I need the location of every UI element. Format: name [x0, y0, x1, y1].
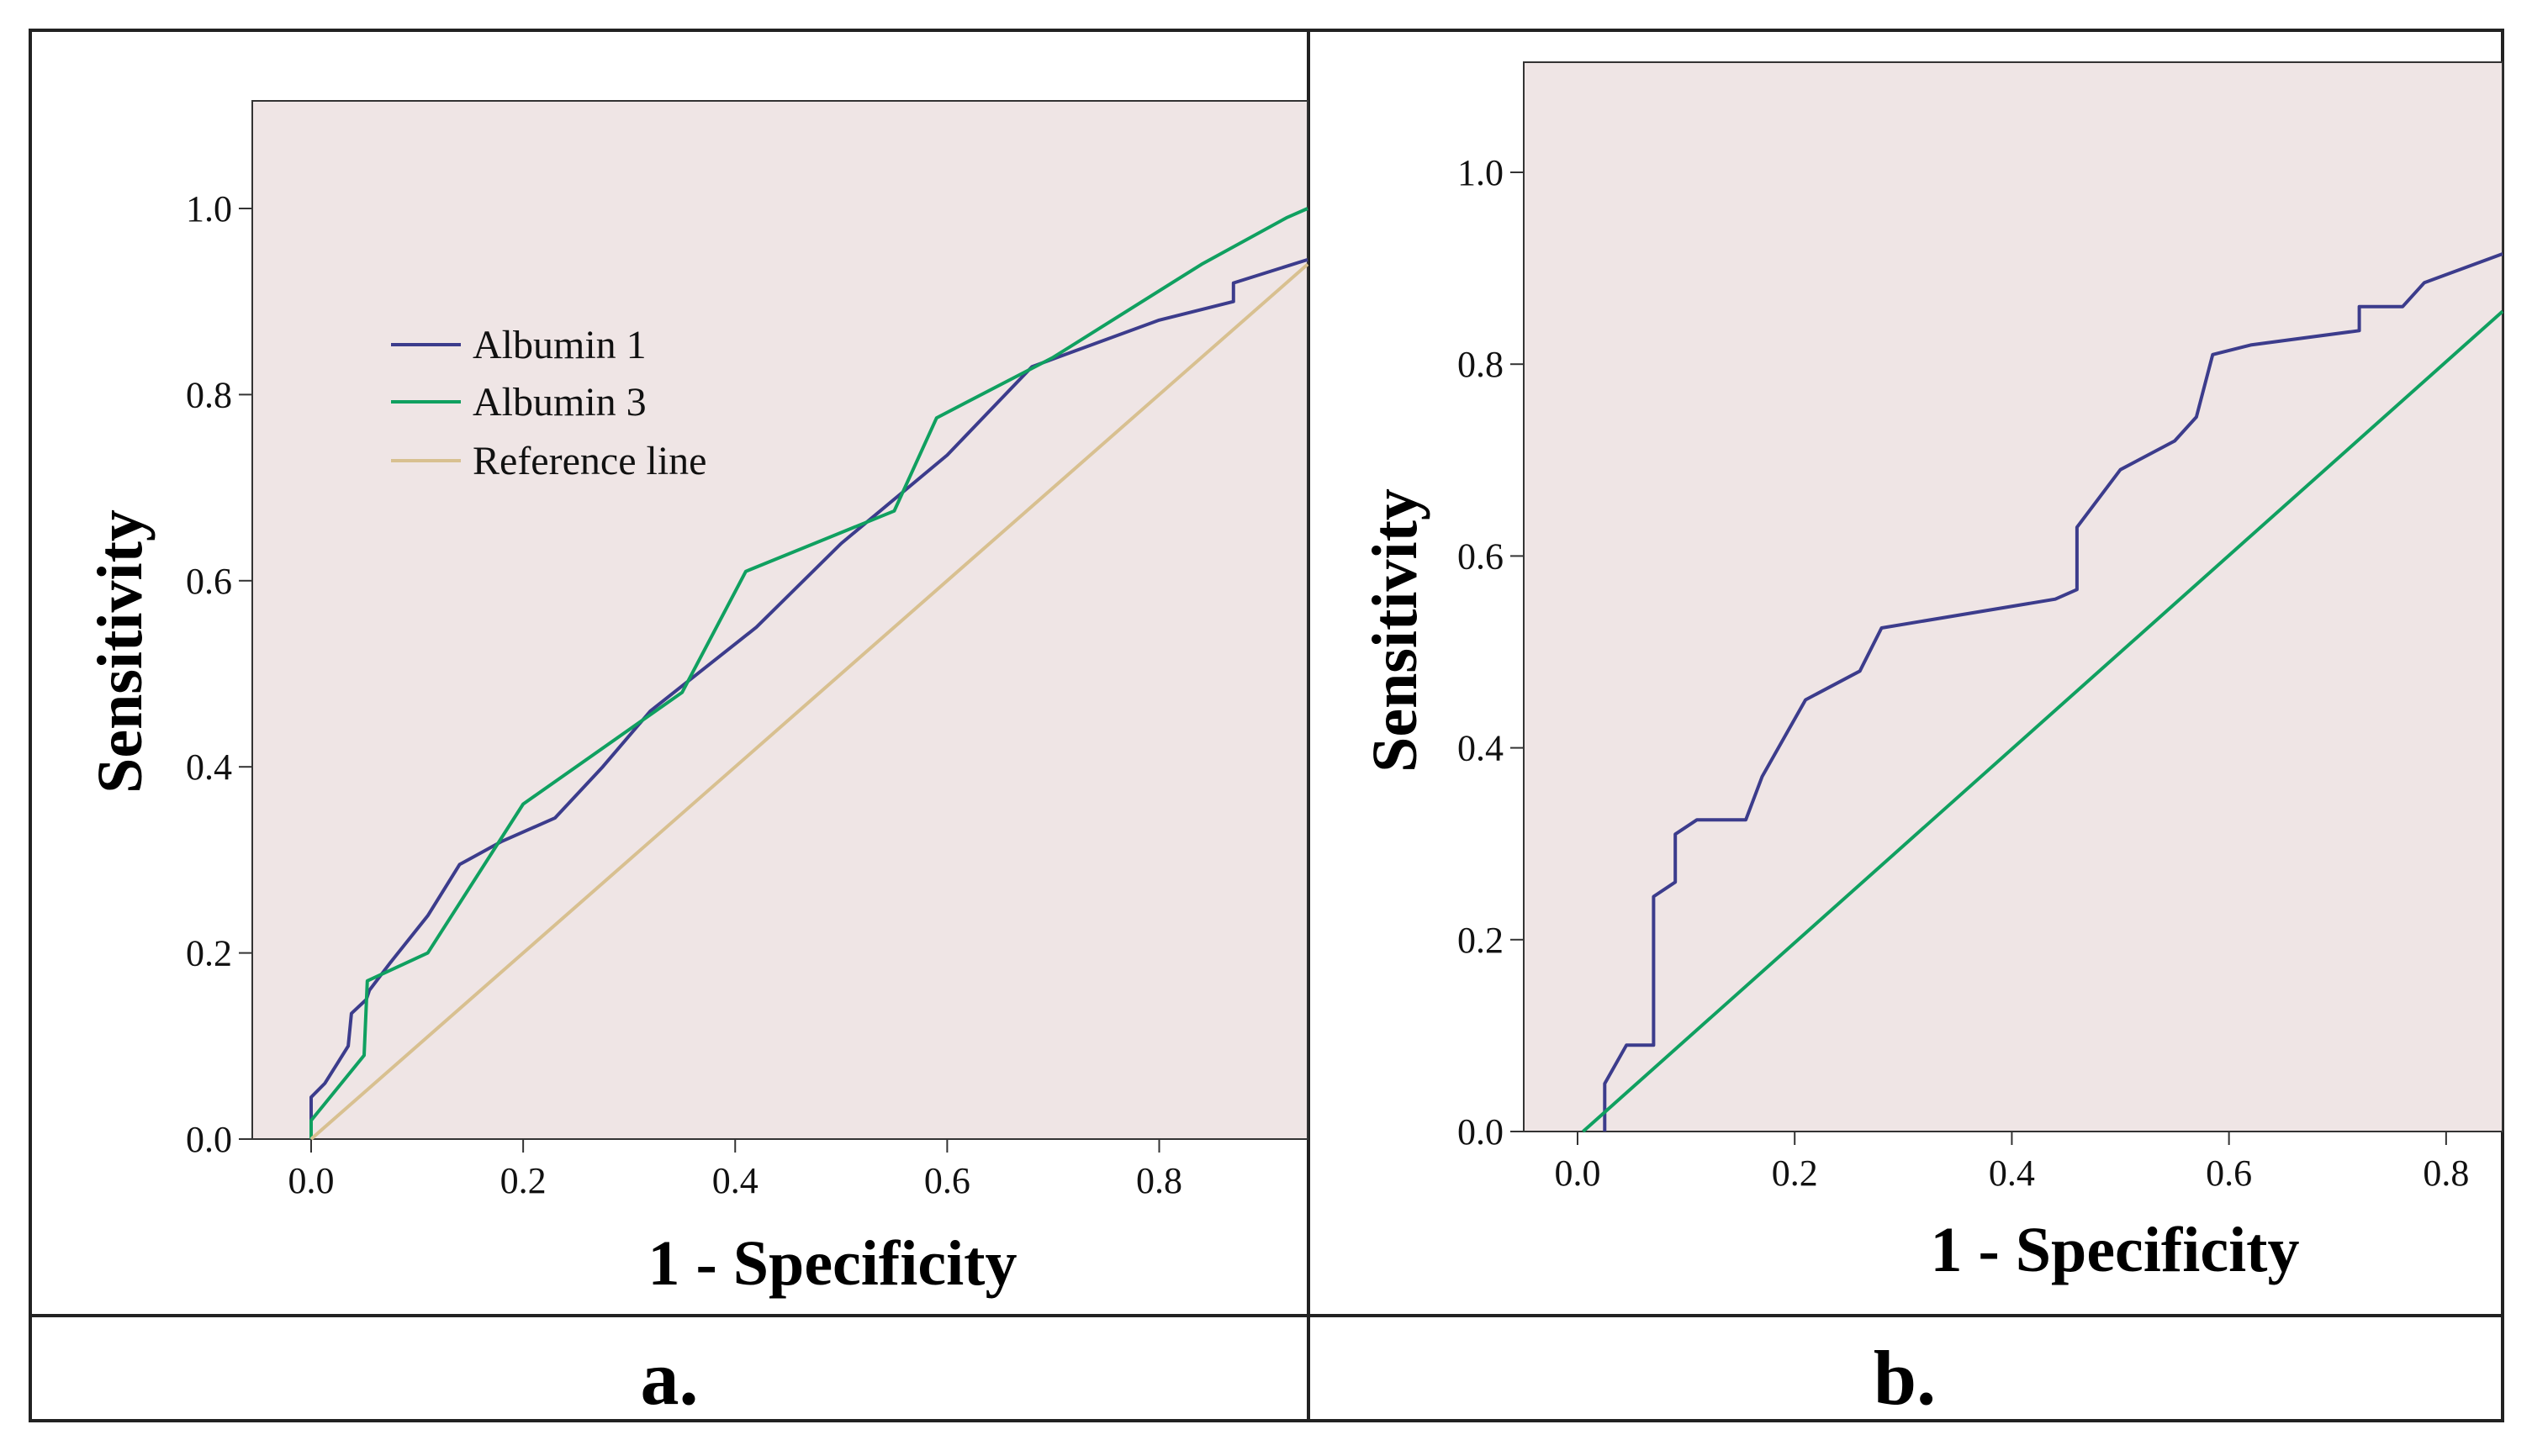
y-tick-label-b: 0.2: [1457, 920, 1504, 961]
x-tick-label-b: 0.4: [1989, 1153, 2035, 1194]
series-line-curve-1-b: [1603, 252, 2503, 1132]
y-tick-label-a: 0.8: [186, 374, 232, 415]
series-line-albumin-1-a: [309, 257, 1308, 1139]
x-tick-label-a: 0.6: [924, 1160, 970, 1201]
legend-label-albumin-3: Albumin 3: [473, 380, 647, 425]
legend-label-reference-line: Reference line: [473, 439, 706, 483]
y-tick-label-a: 0.0: [186, 1119, 232, 1160]
series-lines-b: [1582, 252, 2504, 1133]
series-line-albumin-3-a: [309, 207, 1308, 1139]
y-axis-title-b: Sensitivity: [1360, 488, 1430, 773]
y-tick-label-a: 0.2: [186, 933, 232, 974]
y-tick-label-a: 1.0: [186, 188, 232, 229]
legend-label-albumin-1: Albumin 1: [473, 323, 647, 367]
y-axis-title-a: Sensitivity: [85, 509, 156, 794]
x-tick-label-b: 0.6: [2206, 1153, 2252, 1194]
x-axis-title-b: 1 - Specificity: [1930, 1215, 2299, 1285]
y-tick-label-b: 0.8: [1457, 344, 1504, 385]
y-tick-label-b: 0.4: [1457, 728, 1504, 769]
series-line-curve-2-b: [1582, 309, 2504, 1133]
x-tick-label-a: 0.0: [288, 1160, 335, 1201]
axes-b: 0.0 0.2 0.4 0.6 0.8 1.0 0.0 0.2 0.4 0.6 0.8: [1457, 152, 2469, 1194]
panel-a: 0.0 0.2 0.4 0.6 0.8 1.0 0.0 0.2 0.4 0.6 0.8 Albumi…: [85, 100, 1309, 1299]
x-axis-title-a: 1 - Specificity: [648, 1228, 1017, 1299]
x-tick-label-a: 0.8: [1136, 1160, 1182, 1201]
y-tick-label-b: 0.6: [1457, 535, 1504, 577]
axes-a: 0.0 0.2 0.4 0.6 0.8 1.0 0.0 0.2 0.4 0.6 0.8: [186, 188, 1182, 1201]
legend-item-reference-line: Reference line: [391, 439, 706, 483]
plot-background-b: [1523, 61, 2503, 1132]
legend-item-albumin-1: Albumin 1: [391, 323, 647, 367]
x-tick-label-b: 0.8: [2423, 1153, 2469, 1194]
x-tick-label-a: 0.2: [500, 1160, 547, 1201]
x-tick-label-b: 0.0: [1555, 1153, 1601, 1194]
plot-background-a: [251, 100, 1308, 1140]
x-tick-label-b: 0.2: [1772, 1153, 1818, 1194]
legend-item-albumin-3: Albumin 3: [391, 380, 647, 425]
series-line-reference-line-a: [309, 262, 1309, 1141]
panel-label-b: b.: [1874, 1335, 1936, 1421]
y-tick-label-a: 0.6: [186, 561, 232, 602]
y-tick-label-a: 0.4: [186, 746, 232, 788]
series-lines-a: [309, 207, 1309, 1141]
panel-label-a: a.: [641, 1335, 699, 1421]
panel-b: 0.0 0.2 0.4 0.6 0.8 1.0 0.0 0.2 0.4 0.6 0.8 1 - Sp…: [1360, 61, 2504, 1285]
x-tick-label-a: 0.4: [712, 1160, 759, 1201]
y-tick-label-b: 1.0: [1457, 152, 1504, 193]
legend-a: Albumin 1 Albumin 3 Reference line: [391, 323, 706, 483]
y-tick-label-b: 0.0: [1457, 1111, 1504, 1153]
